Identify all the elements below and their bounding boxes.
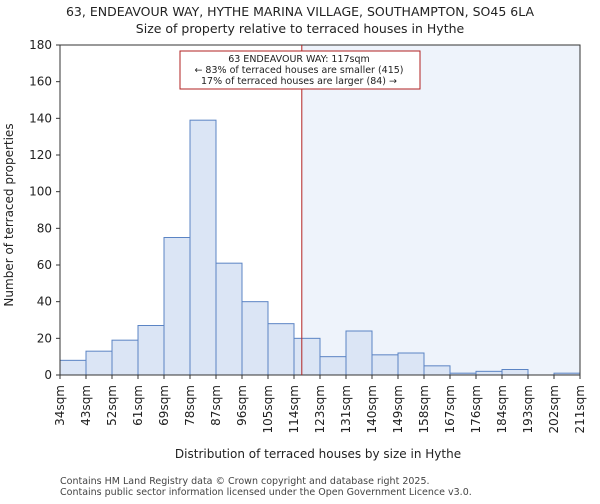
x-tick-label: 43sqm (79, 385, 93, 426)
chart-title-line2: Size of property relative to terraced ho… (136, 21, 465, 36)
annotation-line3: 17% of terraced houses are larger (84) → (201, 76, 397, 87)
histogram-bar (215, 262, 243, 376)
histogram-bar (423, 365, 451, 376)
footer-line2: Contains public sector information licen… (60, 487, 472, 498)
y-tick-label: 120 (29, 148, 52, 162)
x-axis: 34sqm 43sqm 52sqm 61sqm 69sqm 78sqm 87sqm 96sqm… (53, 375, 587, 433)
y-tick-label: 20 (37, 331, 52, 345)
x-tick-label: 149sqm (391, 385, 405, 433)
x-tick-label: 158sqm (417, 385, 431, 433)
histogram-bar (319, 356, 347, 376)
footer-line1: Contains HM Land Registry data © Crown c… (60, 476, 430, 487)
x-tick-label: 202sqm (547, 385, 561, 433)
histogram-bar (59, 359, 87, 376)
x-tick-label: 140sqm (365, 385, 379, 433)
x-tick-label: 34sqm (53, 385, 67, 426)
histogram-bar (501, 369, 529, 376)
histogram-bar (163, 237, 191, 376)
chart-title-line1: 63, ENDEAVOUR WAY, HYTHE MARINA VILLAGE,… (66, 4, 534, 19)
x-tick-label: 123sqm (313, 385, 327, 433)
x-tick-label: 211sqm (573, 385, 587, 433)
annotation-line2: ← 83% of terraced houses are smaller (41… (194, 65, 403, 76)
y-tick-label: 80 (37, 221, 52, 235)
y-tick-label: 60 (37, 258, 52, 272)
y-axis: 0 20 40 60 80 100 120 140 160 180 (29, 38, 60, 382)
x-tick-label: 105sqm (261, 385, 275, 433)
y-tick-label: 100 (29, 185, 52, 199)
x-tick-label: 193sqm (521, 385, 535, 433)
histogram-bar (111, 339, 139, 376)
histogram-bar (397, 352, 425, 376)
x-tick-label: 96sqm (235, 385, 249, 426)
y-tick-label: 0 (44, 368, 52, 382)
histogram-bar (85, 350, 113, 376)
annotation-border (179, 50, 421, 90)
x-axis-label: Distribution of terraced houses by size … (175, 447, 461, 461)
histogram-bar (371, 354, 399, 376)
x-tick-label: 87sqm (209, 385, 223, 426)
x-tick-label: 52sqm (105, 385, 119, 426)
histogram-bar (241, 301, 269, 376)
histogram-bar (137, 325, 165, 376)
y-tick-label: 40 (37, 295, 52, 309)
histogram-bar (345, 330, 373, 376)
x-tick-label: 61sqm (131, 385, 145, 426)
histogram-bar (293, 337, 321, 376)
y-tick-label: 180 (29, 38, 52, 52)
x-tick-label: 131sqm (339, 385, 353, 433)
x-tick-label: 184sqm (495, 385, 509, 433)
x-tick-label: 78sqm (183, 385, 197, 426)
histogram-bar (267, 323, 295, 376)
x-tick-label: 69sqm (157, 385, 171, 426)
x-tick-label: 167sqm (443, 385, 457, 433)
annotation-line1: 63 ENDEAVOUR WAY: 117sqm (228, 54, 370, 65)
annotation-box: 63 ENDEAVOUR WAY: 117sqm ← 83% of terrac… (179, 50, 421, 90)
bars-group (59, 119, 581, 376)
histogram-bar (475, 370, 503, 376)
x-tick-label: 114sqm (287, 385, 301, 433)
y-tick-label: 140 (29, 111, 52, 125)
y-tick-label: 160 (29, 75, 52, 89)
x-tick-label: 176sqm (469, 385, 483, 433)
y-axis-label: Number of terraced properties (2, 123, 16, 306)
histogram-bar (189, 119, 217, 376)
highlight-region (301, 45, 580, 375)
